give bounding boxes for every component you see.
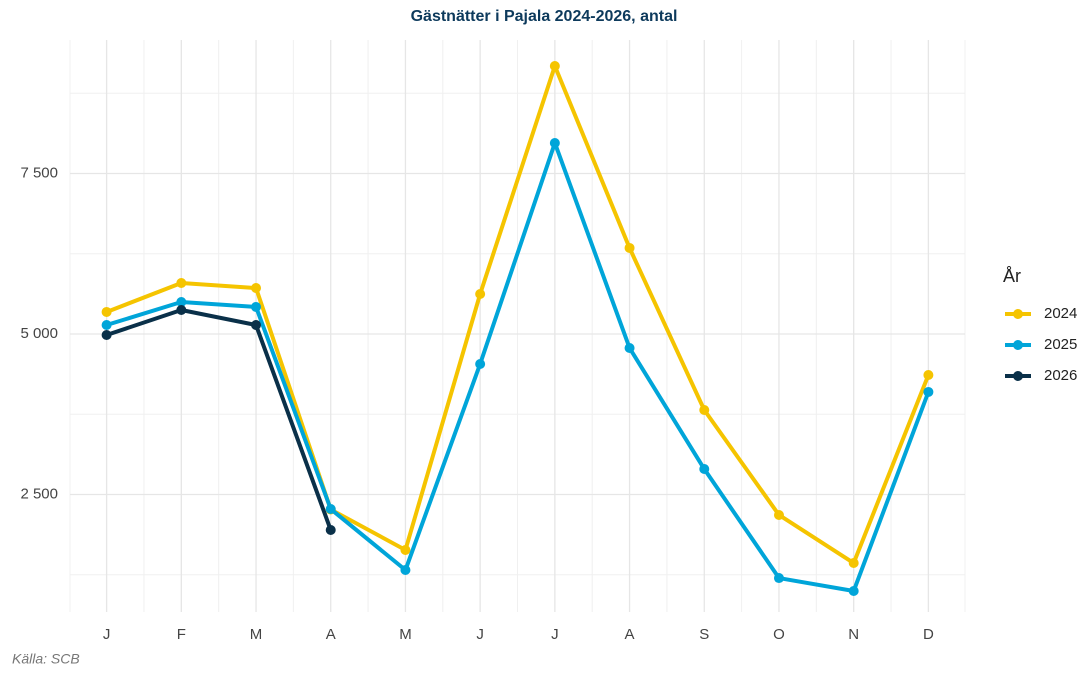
legend-title: År <box>1003 266 1021 286</box>
x-tick-label: A <box>625 626 635 643</box>
point <box>251 283 262 294</box>
x-tick-label: J <box>476 626 484 643</box>
series-line <box>105 64 931 566</box>
x-tick-label: J <box>103 626 111 643</box>
point <box>549 137 560 148</box>
point <box>176 297 187 308</box>
x-tick-label: O <box>773 626 785 643</box>
point <box>325 504 336 515</box>
x-tick-label: M <box>250 626 263 643</box>
chart-title: Gästnätter i Pajala 2024-2026, antal <box>411 8 678 25</box>
point <box>923 370 934 381</box>
legend-dot <box>1013 371 1023 381</box>
legend-label: 2024 <box>1044 305 1077 322</box>
point <box>101 306 112 317</box>
series-line <box>105 307 333 531</box>
series-line <box>106 140 931 594</box>
point <box>325 525 336 536</box>
y-tick-label: 5 000 <box>20 325 58 342</box>
point <box>549 61 560 72</box>
point <box>923 386 934 397</box>
point <box>848 558 859 569</box>
point <box>699 405 710 416</box>
x-tick-label: F <box>177 626 186 643</box>
point <box>699 464 710 475</box>
point <box>624 342 635 353</box>
point <box>475 288 486 299</box>
x-tick-label: D <box>923 626 934 643</box>
x-tick-label: J <box>551 626 559 643</box>
point <box>848 586 859 597</box>
legend-dot <box>1013 309 1023 319</box>
point <box>176 304 187 315</box>
grid <box>69 40 966 612</box>
point <box>101 330 112 341</box>
point <box>773 573 784 584</box>
point <box>475 358 486 369</box>
y-tick-label: 7 500 <box>20 164 58 181</box>
point <box>400 565 411 576</box>
legend-label: 2025 <box>1044 336 1077 353</box>
x-tick-label: M <box>399 626 412 643</box>
y-tick-label: 2 500 <box>20 485 58 502</box>
point <box>624 242 635 253</box>
x-tick-label: A <box>326 626 336 643</box>
x-tick-label: N <box>848 626 859 643</box>
point <box>251 320 262 331</box>
x-tick-label: S <box>699 626 709 643</box>
point <box>101 320 112 331</box>
point <box>773 509 784 520</box>
point <box>251 301 262 312</box>
legend-label: 2026 <box>1044 367 1077 384</box>
point <box>176 278 187 289</box>
point <box>400 544 411 555</box>
caption: Källa: SCB <box>12 651 80 667</box>
legend-dot <box>1013 340 1023 350</box>
